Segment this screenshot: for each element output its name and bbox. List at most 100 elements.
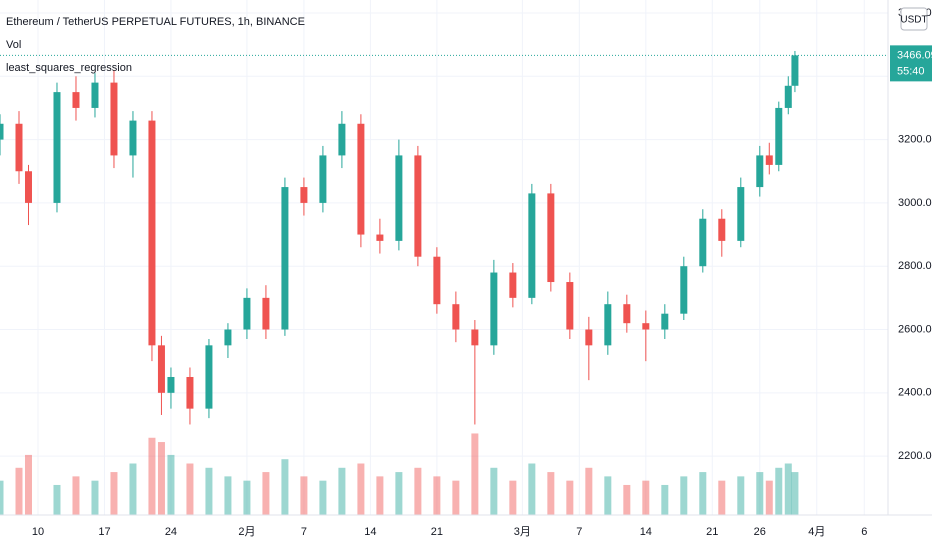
candle-body bbox=[167, 376, 175, 393]
candle-body bbox=[262, 297, 270, 330]
y-tick-label: 2800.00 bbox=[898, 260, 932, 272]
volume-bar bbox=[167, 454, 175, 515]
volume-bar bbox=[110, 472, 118, 515]
candle-body bbox=[148, 120, 156, 346]
candle-body bbox=[15, 123, 23, 172]
volume-bar bbox=[452, 480, 460, 515]
y-tick-label: 2200.00 bbox=[898, 450, 932, 462]
volume-bar bbox=[791, 472, 799, 515]
volume-bar bbox=[718, 480, 726, 515]
candle-body bbox=[775, 107, 783, 165]
volume-bar bbox=[661, 484, 669, 515]
volume-bar bbox=[395, 472, 403, 515]
candle-body bbox=[91, 82, 99, 108]
currency-button[interactable] bbox=[900, 7, 928, 31]
volume-bar bbox=[281, 459, 289, 515]
x-tick-label: 4月 bbox=[808, 526, 825, 538]
volume-bar bbox=[680, 476, 688, 515]
volume-bar bbox=[91, 480, 99, 515]
volume-bar bbox=[0, 480, 4, 515]
candle-body bbox=[281, 187, 289, 330]
candle-body bbox=[433, 256, 441, 305]
x-tick-label: 21 bbox=[431, 526, 443, 538]
volume-bar bbox=[699, 472, 707, 515]
volume-bar bbox=[148, 437, 156, 515]
x-tick-label: 26 bbox=[754, 526, 766, 538]
volume-bar bbox=[243, 480, 251, 515]
volume-bar bbox=[129, 463, 137, 515]
candle-body bbox=[110, 82, 118, 156]
candle-body bbox=[129, 120, 137, 156]
volume-bar bbox=[357, 463, 365, 515]
x-tick-label: 14 bbox=[640, 526, 652, 538]
candle-body bbox=[490, 272, 498, 346]
candle-body bbox=[765, 155, 773, 165]
candle-body bbox=[186, 376, 194, 409]
candle-layer bbox=[0, 50, 799, 425]
volume-bar bbox=[376, 476, 384, 515]
candle-body bbox=[756, 155, 764, 188]
volume-bar bbox=[642, 480, 650, 515]
x-tick-label: 3月 bbox=[514, 526, 531, 538]
x-tick-label: 7 bbox=[301, 526, 307, 538]
candle-body bbox=[509, 272, 517, 298]
candle-body bbox=[585, 329, 593, 346]
volume-bar bbox=[547, 472, 555, 515]
candle-body bbox=[604, 304, 612, 346]
volume-bar bbox=[528, 463, 536, 515]
last-price-box bbox=[890, 45, 932, 82]
volume-bar bbox=[24, 454, 32, 515]
symbol-title: Ethereum / TetherUS PERPETUAL FUTURES, 1… bbox=[6, 16, 305, 28]
candle-body bbox=[205, 345, 213, 409]
volume-bar bbox=[338, 467, 346, 515]
candle-body bbox=[791, 55, 799, 86]
volume-bar bbox=[756, 472, 764, 515]
x-tick-label: 21 bbox=[706, 526, 718, 538]
volume-bar bbox=[433, 476, 441, 515]
volume-bar bbox=[72, 476, 80, 515]
volume-bar bbox=[300, 476, 308, 515]
candle-body bbox=[338, 123, 346, 156]
axes: 2200.00 2400.00 2600.00 2800.00 3000.00 3200.… bbox=[0, 7, 932, 538]
volume-bar bbox=[205, 467, 213, 515]
volume-bar bbox=[765, 480, 773, 515]
candle-body bbox=[53, 92, 61, 203]
volume-bar bbox=[566, 480, 574, 515]
volume-bar bbox=[186, 463, 194, 515]
candle-body bbox=[72, 92, 80, 108]
volume-bar bbox=[784, 463, 792, 515]
y-tick-label: 2600.00 bbox=[898, 323, 932, 335]
x-tick-label: 14 bbox=[364, 526, 376, 538]
volume-bar bbox=[737, 476, 745, 515]
candle-body bbox=[528, 193, 536, 298]
volume-layer bbox=[0, 433, 799, 515]
volume-bar bbox=[157, 442, 165, 515]
currency-label[interactable]: USDT bbox=[900, 15, 927, 26]
candle-body bbox=[157, 345, 165, 393]
candle-body bbox=[471, 329, 479, 346]
candle-body bbox=[243, 297, 251, 330]
candle-body bbox=[661, 313, 669, 330]
candle-body bbox=[699, 218, 707, 267]
candle-body bbox=[784, 85, 792, 108]
volume-bar bbox=[53, 484, 61, 515]
candle-body bbox=[0, 123, 4, 140]
volume-bar bbox=[15, 467, 23, 515]
y-tick-label: 3200.00 bbox=[898, 133, 932, 145]
countdown-label: 55:40 bbox=[897, 65, 925, 77]
volume-bar bbox=[319, 480, 327, 515]
y-tick-label: 3000.00 bbox=[898, 197, 932, 209]
x-tick-label: 24 bbox=[165, 526, 177, 538]
candle-body bbox=[547, 193, 555, 283]
volume-bar bbox=[414, 467, 422, 515]
candle-body bbox=[414, 155, 422, 257]
volume-bar bbox=[471, 433, 479, 515]
candle-body bbox=[376, 234, 384, 241]
candle-body bbox=[623, 304, 631, 324]
candle-body bbox=[737, 187, 745, 241]
candle-body bbox=[566, 282, 574, 330]
candle-body bbox=[680, 266, 688, 314]
candle-body bbox=[300, 187, 308, 203]
